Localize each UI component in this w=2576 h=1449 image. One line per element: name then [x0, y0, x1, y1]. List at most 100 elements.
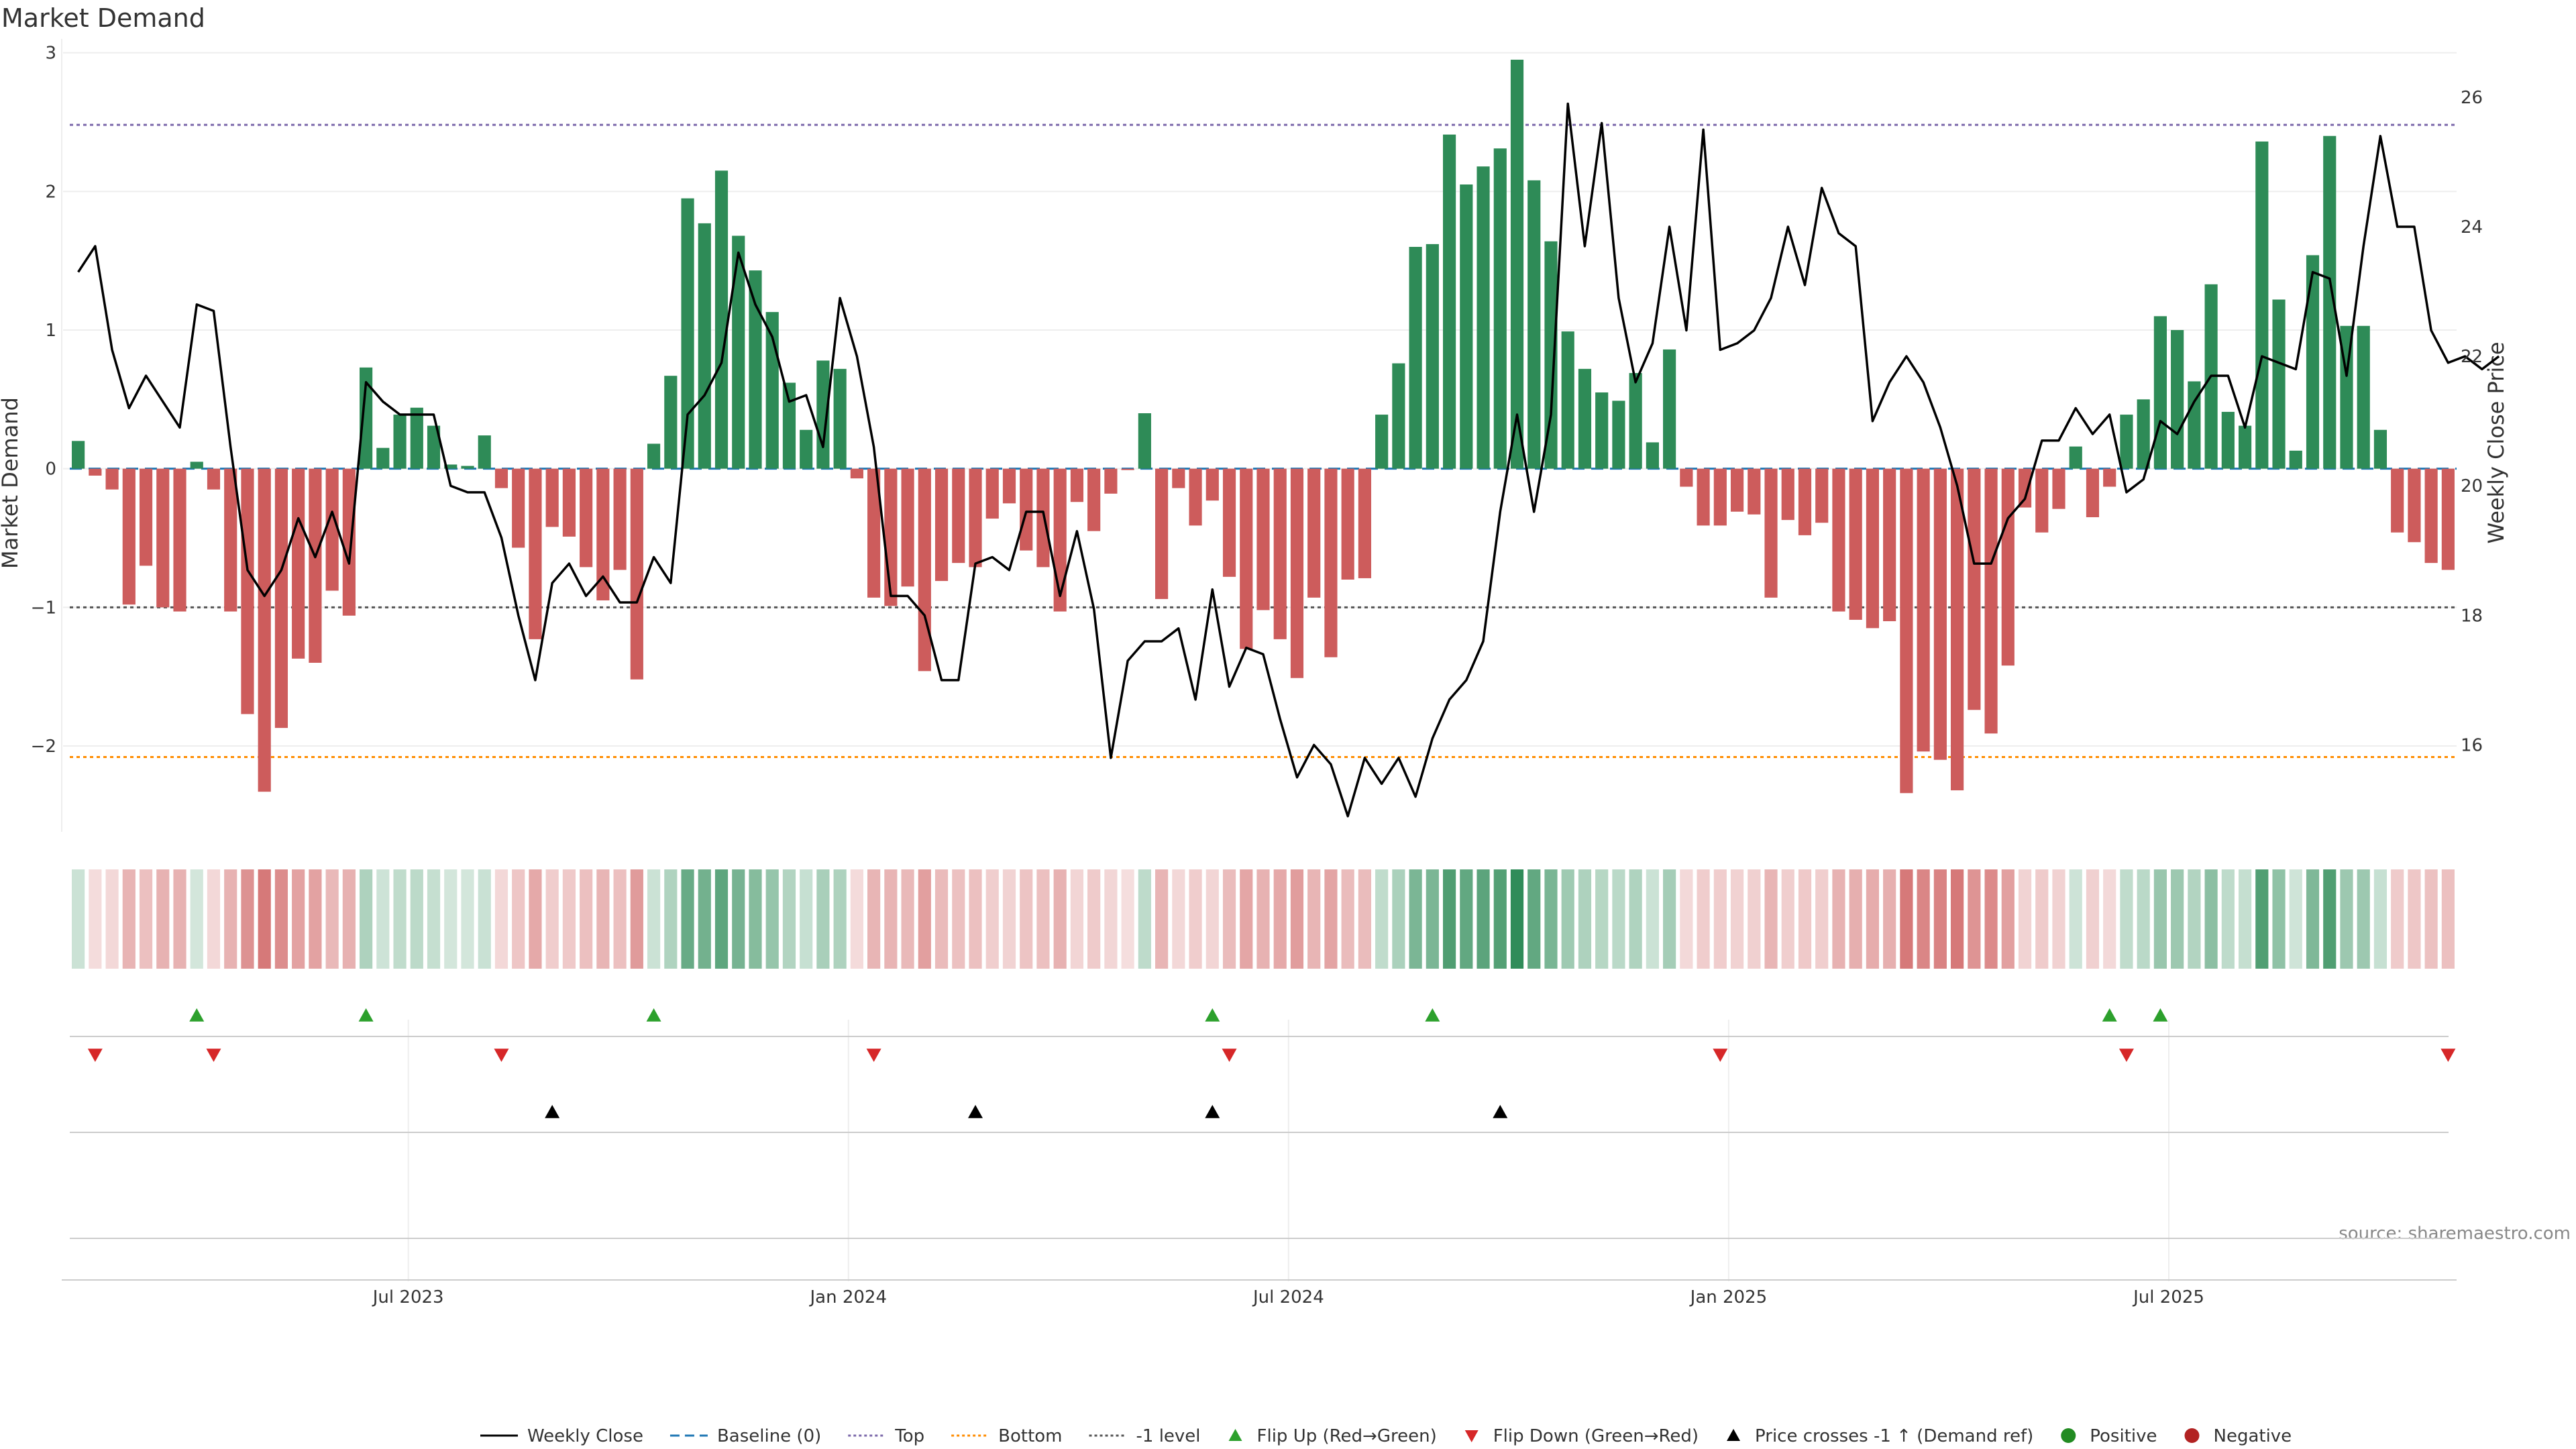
demand-bar	[1832, 468, 1845, 612]
demand-heat-cell	[190, 869, 203, 969]
demand-bar	[2069, 446, 2082, 469]
demand-heat-cell	[2272, 869, 2286, 969]
demand-bar	[800, 429, 813, 469]
y2-tick-label: 24	[2461, 217, 2483, 237]
flip-down-marker	[87, 1049, 103, 1062]
demand-bar	[1527, 180, 1541, 469]
demand-heat-cell	[1900, 869, 1913, 969]
demand-heat-cell	[461, 869, 474, 969]
demand-bar	[2289, 450, 2302, 469]
flip-down-marker	[866, 1049, 881, 1062]
demand-bar	[207, 468, 221, 490]
demand-heat-cell	[1053, 869, 1067, 969]
demand-bar	[156, 468, 170, 608]
demand-heat-cell	[1781, 869, 1794, 969]
demand-heat-cell	[512, 869, 525, 969]
demand-heat-cell	[207, 869, 221, 969]
demand-heat-cell	[580, 869, 593, 969]
demand-heat-cell	[1442, 869, 1456, 969]
demand-heat-cell	[2188, 869, 2201, 969]
y2-tick-label: 18	[2461, 606, 2483, 626]
y2-axis-title: Weekly Close Price	[2483, 341, 2509, 543]
demand-bar	[1442, 134, 1456, 469]
demand-heat-cell	[1493, 869, 1507, 969]
demand-bars	[72, 60, 2455, 794]
legend-label: Negative	[2214, 1426, 2292, 1446]
demand-bar	[1324, 468, 1338, 657]
source-note: source: sharemaestro.com	[2339, 1224, 2571, 1244]
demand-heat-cell	[258, 869, 271, 969]
flip-down-marker	[494, 1049, 509, 1062]
demand-heat-cell	[1866, 869, 1880, 969]
demand-bar	[562, 468, 576, 537]
demand-bar	[1036, 468, 1050, 568]
demand-bar	[376, 447, 390, 469]
legend-swatch-flip-up	[1228, 1429, 1242, 1441]
legend-swatch-positive-dot	[2061, 1428, 2076, 1443]
demand-bar	[1392, 363, 1405, 469]
demand-heat-cell	[224, 869, 237, 969]
demand-heat-cell	[2306, 869, 2320, 969]
demand-heat-cell	[1984, 869, 1998, 969]
y2-tick-label: 22	[2461, 347, 2483, 367]
demand-heat-cell	[2408, 869, 2421, 969]
demand-bar	[681, 198, 694, 469]
demand-bar	[850, 468, 863, 479]
y-tick-label: 3	[45, 44, 56, 64]
flip-down-marker	[2440, 1049, 2456, 1062]
close-line-group	[77, 102, 2500, 818]
demand-bar	[1307, 468, 1321, 598]
demand-bar	[478, 435, 491, 469]
demand-bar	[292, 468, 305, 659]
legend-swatch-cross	[1727, 1429, 1741, 1441]
demand-bar	[1815, 468, 1829, 523]
demand-bar	[1646, 442, 1659, 469]
chart-title: Market Demand	[1, 3, 205, 33]
demand-bar	[1933, 468, 1947, 760]
demand-bar	[1561, 331, 1574, 469]
demand-bar	[512, 468, 525, 548]
demand-bar	[782, 382, 796, 469]
flip-up-marker	[358, 1008, 374, 1022]
demand-bar	[1510, 60, 1524, 469]
demand-heat-cell	[1172, 869, 1185, 969]
legend-label: Price crosses -1 ↑ (Demand ref)	[1755, 1426, 2033, 1446]
demand-bar	[816, 360, 830, 469]
demand-bar	[1138, 413, 1151, 469]
demand-heat-cell	[393, 869, 407, 969]
price-cross-marker	[545, 1105, 560, 1118]
demand-heat-cell	[681, 869, 694, 969]
demand-bar	[325, 468, 339, 591]
demand-bar	[969, 468, 982, 568]
demand-bar	[1984, 468, 1998, 734]
demand-heat-cell	[1748, 869, 1761, 969]
legend-label: Top	[894, 1426, 924, 1446]
demand-bar	[952, 468, 965, 564]
legend-label: Positive	[2090, 1426, 2157, 1446]
demand-bar	[1121, 468, 1134, 470]
demand-bar	[985, 468, 999, 519]
legend-label: Bottom	[998, 1426, 1062, 1446]
demand-heat-cell	[1527, 869, 1541, 969]
y-tick-label: 0	[45, 460, 56, 480]
demand-bar	[1341, 468, 1354, 580]
demand-bar	[1460, 184, 1473, 469]
demand-heat-cell	[2137, 869, 2150, 969]
demand-bar	[258, 468, 271, 792]
legend-swatch-flip-down	[1464, 1430, 1479, 1442]
demand-heat-cell	[1036, 869, 1050, 969]
demand-heat-cell	[1222, 869, 1236, 969]
flip-up-marker	[1425, 1008, 1440, 1022]
demand-heat-cell	[1612, 869, 1625, 969]
demand-heat-cell	[647, 869, 661, 969]
demand-heat-cell	[122, 869, 136, 969]
demand-bar	[2306, 255, 2320, 469]
demand-bar	[1697, 468, 1710, 526]
demand-bar	[461, 466, 474, 469]
demand-bar	[1477, 166, 1490, 469]
demand-bar	[749, 270, 762, 469]
demand-bar	[1375, 415, 1389, 469]
demand-heat-cell	[1307, 869, 1321, 969]
demand-heat-cell	[1155, 869, 1169, 969]
demand-bar	[410, 407, 423, 469]
